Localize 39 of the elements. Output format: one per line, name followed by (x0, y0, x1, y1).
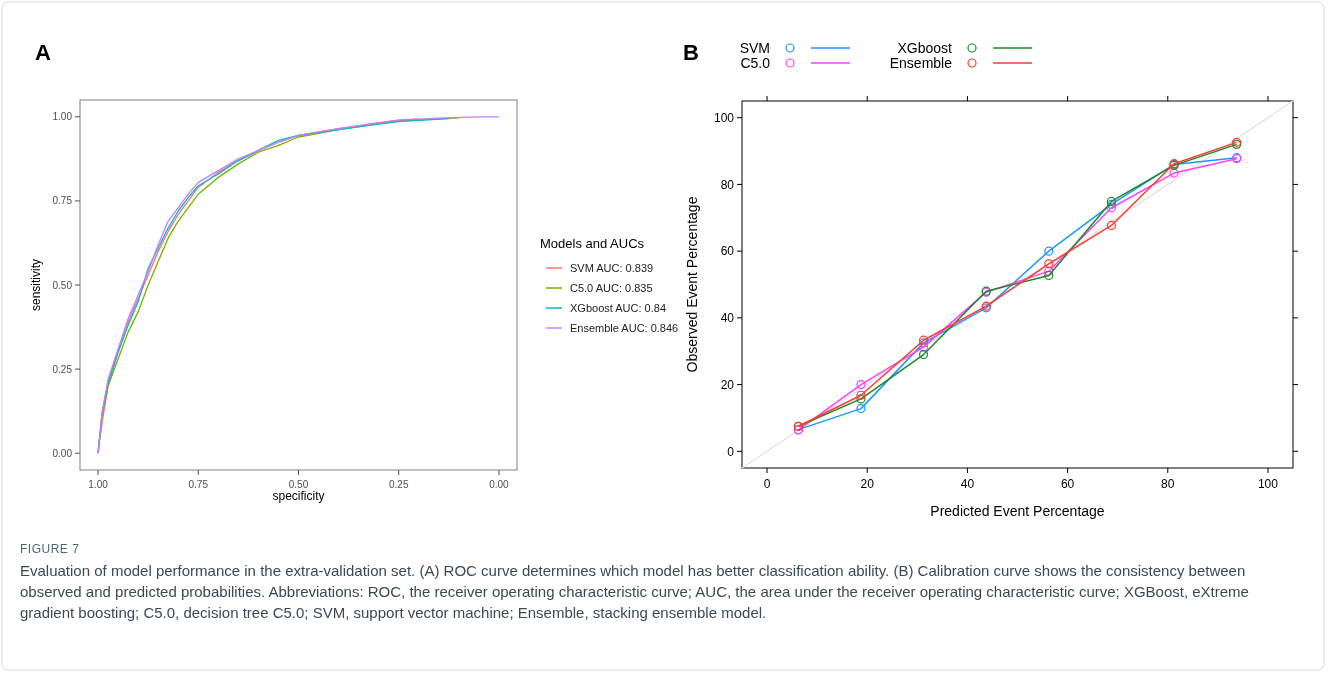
chart-title: A (35, 40, 51, 65)
x-axis-title: Predicted Event Percentage (930, 503, 1105, 519)
text: Evaluation of model performance in the extra-validation set. (A) ROC curve determines which model has better classification ability. (B) Calibration curve shows the consistency between observed and predicted probabilities. Abbreviations: ROC, the receiver operating characteristic curve; AUC, the area under the receiver operating characteristic curve; XGBoost, eXtreme gradient boosting; C5.0, decision tree C5.0; SVM, support vector machine; Ensemble, stacking ensemble model. (20, 562, 1249, 621)
y-tick-label: 0.25 (52, 363, 73, 375)
legend-label: C5.0 (740, 55, 771, 71)
x-tick-label: 60 (1060, 477, 1075, 491)
y-tick-label: 0.75 (52, 195, 73, 207)
x-tick-label: 0 (763, 477, 771, 491)
x-tick-label: 0.50 (288, 479, 309, 490)
x-tick-label: 0.25 (388, 479, 409, 490)
chart-title: B (683, 40, 699, 65)
legend-label: C5.0 AUC: 0.835 (570, 282, 653, 294)
y-tick-label: 40 (720, 311, 735, 326)
legend-label: SVM AUC: 0.839 (570, 262, 654, 274)
y-tick-label: 0.00 (52, 447, 73, 459)
y-tick-label: 0 (727, 444, 735, 459)
y-tick-label: 0.50 (52, 279, 73, 291)
legend-label: SVM (739, 40, 770, 56)
legend-label: XGboost (897, 40, 953, 56)
y-tick-label: 100 (713, 110, 735, 125)
x-tick-label: 80 (1161, 477, 1175, 491)
y-axis-title: Observed Event Percentage (684, 196, 700, 373)
y-tick-label: 1.00 (52, 111, 73, 123)
legend-title: Models and AUCs (540, 236, 645, 251)
x-tick-label: 1.00 (88, 479, 109, 490)
x-tick-label: 20 (860, 477, 875, 491)
y-tick-label: 60 (720, 244, 735, 259)
y-tick-label: 20 (720, 377, 735, 392)
x-tick-label: 100 (1257, 477, 1279, 491)
x-axis-title: specificity (272, 489, 325, 503)
x-tick-label: 40 (960, 477, 975, 491)
legend-label: XGboost AUC: 0.84 (570, 302, 666, 314)
legend-label: Ensemble (889, 55, 953, 71)
y-axis-title: sensitivity (29, 258, 43, 312)
x-tick-label: 0.00 (489, 479, 510, 490)
caption: FIGURE 7 (20, 542, 80, 556)
x-tick-label: 0.75 (188, 479, 209, 490)
legend-label: Ensemble AUC: 0.846 (570, 322, 679, 334)
y-tick-label: 80 (720, 177, 735, 192)
